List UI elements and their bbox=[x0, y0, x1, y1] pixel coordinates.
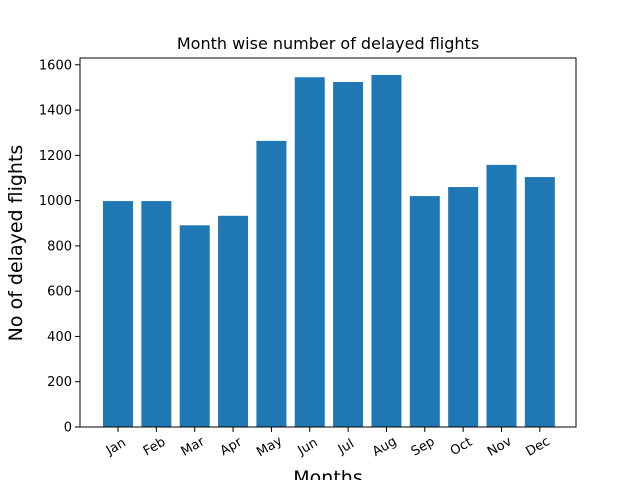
x-tick-label: Aug bbox=[370, 434, 399, 460]
x-tick-label: Mar bbox=[179, 434, 208, 460]
bar-may bbox=[256, 140, 287, 427]
y-tick-label: 200 bbox=[47, 375, 72, 390]
bar-apr bbox=[218, 215, 249, 427]
x-axis: Jan Feb Mar Apr May Jun Jul Aug Sep Oct Nov Dec bbox=[103, 427, 553, 460]
bar-feb bbox=[141, 201, 172, 427]
bar-oct bbox=[448, 187, 479, 427]
x-tick-label: Dec bbox=[523, 434, 552, 460]
y-tick-label: 400 bbox=[47, 330, 72, 345]
x-tick-label: Feb bbox=[141, 435, 168, 460]
x-tick-label: Nov bbox=[485, 434, 515, 460]
bar-dec bbox=[524, 177, 555, 427]
chart-title: Month wise number of delayed flights bbox=[177, 34, 479, 53]
y-tick-label: 1400 bbox=[39, 104, 72, 119]
bar-mar bbox=[179, 225, 210, 427]
y-tick-label: 600 bbox=[47, 285, 72, 300]
x-axis-label: Months bbox=[293, 467, 362, 480]
x-tick-label: May bbox=[254, 434, 285, 461]
x-tick-label: Sep bbox=[409, 434, 438, 459]
bars-group bbox=[103, 74, 555, 428]
bar-jan bbox=[103, 201, 133, 427]
plot-frame bbox=[79, 57, 577, 428]
x-tick-label: Jan bbox=[103, 435, 129, 459]
bar-jul bbox=[333, 81, 364, 427]
x-tick-label: Apr bbox=[218, 435, 246, 460]
x-tick-label: Jul bbox=[335, 437, 357, 458]
x-tick-label: Jun bbox=[295, 435, 321, 459]
y-tick-label: 1600 bbox=[39, 58, 72, 73]
bar-jun bbox=[294, 77, 325, 427]
y-axis: 0 200 400 600 800 1000 1200 1400 1600 bbox=[39, 58, 80, 436]
y-tick-label: 1000 bbox=[39, 194, 72, 209]
y-tick-label: 1200 bbox=[39, 149, 72, 164]
bar-sep bbox=[409, 196, 440, 427]
y-axis-label: No of delayed flights bbox=[5, 145, 27, 342]
y-tick-label: 0 bbox=[64, 421, 72, 436]
bar-aug bbox=[371, 74, 402, 428]
bar-nov bbox=[486, 164, 517, 427]
x-tick-label: Oct bbox=[448, 435, 475, 459]
y-tick-label: 800 bbox=[47, 239, 72, 254]
